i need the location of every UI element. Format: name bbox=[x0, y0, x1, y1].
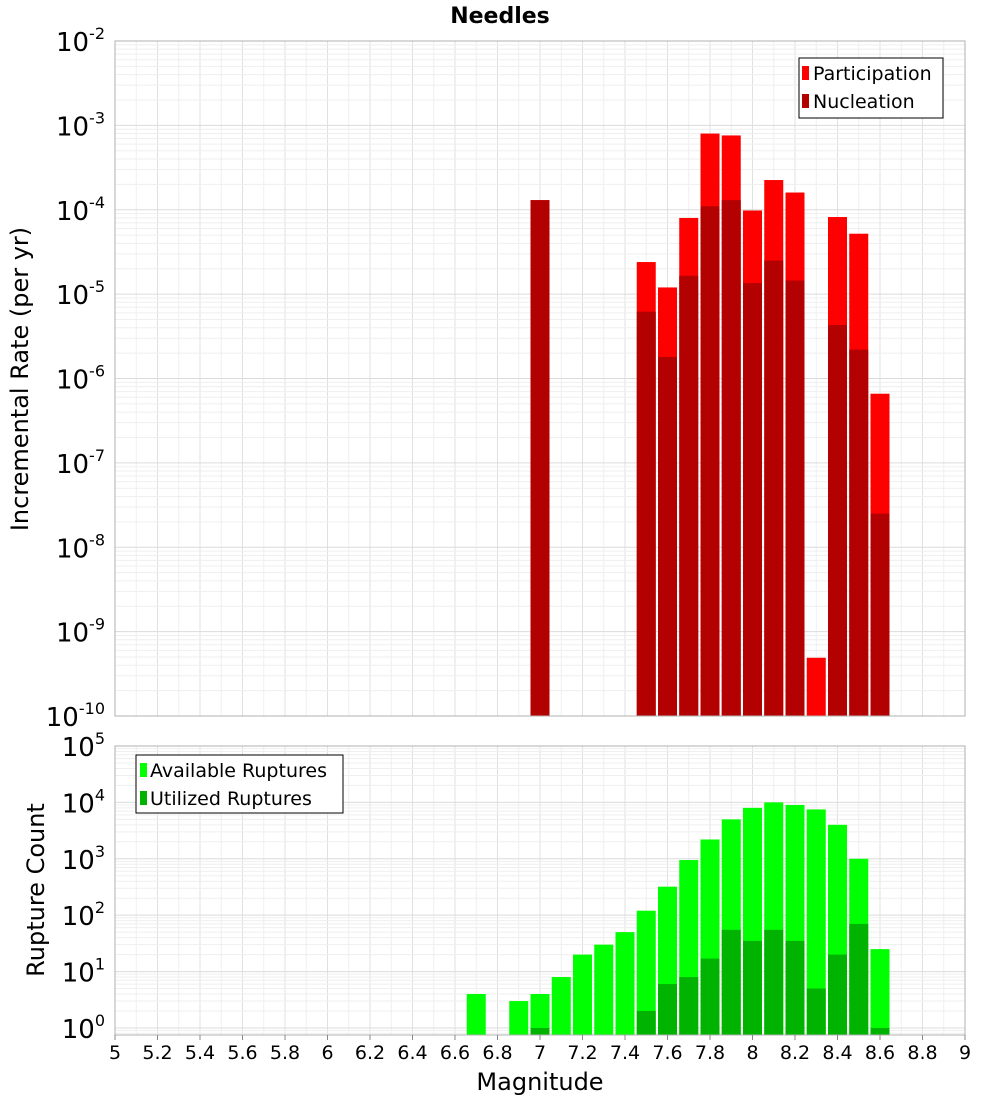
x-tick-label: 8 bbox=[746, 1042, 758, 1064]
y-tick-label: 10-4 bbox=[56, 193, 105, 227]
bottom-y-ticks: 105 104 103 102 101 100 bbox=[62, 729, 105, 1045]
top-panel-frame bbox=[114, 40, 966, 717]
x-tick-label: 6.8 bbox=[482, 1042, 512, 1064]
bottom-legend: Available Ruptures Utilized Ruptures bbox=[135, 754, 344, 814]
x-tick-label: 8.4 bbox=[822, 1042, 852, 1064]
bottom-bar-available-ruptures bbox=[806, 809, 826, 1035]
bottom-bar-available-ruptures bbox=[594, 944, 614, 1035]
x-tick-label: 7 bbox=[534, 1042, 546, 1064]
x-tick-label: 8.6 bbox=[865, 1042, 895, 1064]
x-tick-label: 6.2 bbox=[355, 1042, 385, 1064]
top-bar-nucleation bbox=[870, 513, 890, 716]
bottom-bar-available-ruptures bbox=[636, 910, 656, 1035]
y-tick-label: 104 bbox=[62, 785, 105, 819]
legend-swatch-available bbox=[140, 763, 147, 777]
top-bar-nucleation bbox=[828, 325, 847, 716]
bottom-bar-utilized-ruptures bbox=[721, 929, 741, 1035]
bottom-bar-utilized-ruptures bbox=[700, 958, 720, 1035]
top-bar-nucleation bbox=[658, 356, 677, 716]
x-tick-label: 5.2 bbox=[142, 1042, 172, 1064]
bottom-bar-utilized-ruptures bbox=[530, 1027, 550, 1035]
bottom-y-axis-label: Rupture Count bbox=[22, 803, 50, 977]
top-bar-nucleation bbox=[785, 280, 805, 716]
bottom-bar-available-ruptures bbox=[615, 932, 635, 1035]
x-tick-label: 5.6 bbox=[227, 1042, 257, 1064]
bottom-bar-utilized-ruptures bbox=[636, 1010, 656, 1035]
bottom-legend-box bbox=[135, 754, 344, 814]
y-tick-label: 105 bbox=[62, 729, 105, 763]
x-tick-label: 9 bbox=[959, 1042, 971, 1064]
top-bar-nucleation bbox=[743, 283, 762, 716]
legend-label-participation: Participation bbox=[813, 63, 932, 85]
bottom-panel-bars bbox=[466, 802, 890, 1035]
top-y-ticks: 10-2 10-3 10-4 10-5 10-6 10-7 10-8 10-9 10-10 bbox=[46, 24, 105, 733]
bottom-bar-available-ruptures bbox=[509, 1001, 529, 1035]
y-tick-label: 103 bbox=[62, 842, 105, 876]
x-tick-label: 7.4 bbox=[610, 1042, 640, 1064]
legend-label-nucleation: Nucleation bbox=[813, 91, 915, 113]
x-tick-label: 6.6 bbox=[440, 1042, 470, 1064]
x-tick-label: 6.4 bbox=[397, 1042, 427, 1064]
x-tick-label: 7.8 bbox=[695, 1042, 725, 1064]
x-tick-label: 5.8 bbox=[270, 1042, 300, 1064]
bottom-bar-utilized-ruptures bbox=[658, 984, 677, 1035]
bottom-bar-utilized-ruptures bbox=[828, 954, 847, 1035]
bottom-bar-available-ruptures bbox=[573, 954, 592, 1035]
top-y-axis-label: Incremental Rate (per yr) bbox=[6, 227, 34, 531]
y-tick-label: 10-3 bbox=[56, 108, 105, 142]
top-bar-nucleation bbox=[636, 311, 656, 716]
top-legend-box bbox=[798, 57, 944, 119]
legend-label-utilized: Utilized Ruptures bbox=[150, 788, 312, 810]
bottom-bar-available-ruptures bbox=[466, 994, 486, 1035]
top-bar-nucleation bbox=[530, 200, 550, 716]
top-panel-bars bbox=[530, 133, 890, 717]
legend-swatch-participation bbox=[802, 66, 809, 80]
top-legend: Participation Nucleation bbox=[798, 57, 944, 119]
x-tick-label: 8.2 bbox=[780, 1042, 810, 1064]
bottom-bar-utilized-ruptures bbox=[849, 923, 869, 1035]
legend-swatch-utilized bbox=[140, 791, 147, 805]
bottom-bar-utilized-ruptures bbox=[870, 1027, 890, 1035]
y-tick-label: 10-6 bbox=[56, 362, 105, 396]
bottom-bar-utilized-ruptures bbox=[679, 977, 699, 1035]
x-ticks: 5 5.2 5.4 5.6 5.8 6 6.2 6.4 6.6 6.8 7 7.2 7.4 7.6 7.8 8… bbox=[109, 1035, 971, 1064]
y-tick-label: 10-2 bbox=[56, 24, 105, 58]
y-tick-label: 101 bbox=[62, 955, 105, 989]
x-tick-label: 5.4 bbox=[185, 1042, 215, 1064]
x-tick-label: 8.8 bbox=[907, 1042, 937, 1064]
legend-label-available: Available Ruptures bbox=[150, 760, 327, 782]
x-tick-label: 7.2 bbox=[567, 1042, 597, 1064]
y-tick-label: 102 bbox=[62, 898, 105, 932]
x-axis-label: Magnitude bbox=[476, 1068, 603, 1096]
x-tick-label: 5 bbox=[109, 1042, 121, 1064]
bottom-bar-utilized-ruptures bbox=[806, 988, 826, 1035]
bottom-bar-utilized-ruptures bbox=[764, 929, 784, 1035]
top-bar-nucleation bbox=[700, 206, 720, 716]
y-tick-label: 10-7 bbox=[56, 446, 105, 480]
y-tick-label: 10-10 bbox=[46, 699, 105, 733]
top-bar-participation bbox=[806, 657, 826, 716]
top-bar-nucleation bbox=[764, 260, 784, 716]
bottom-bar-utilized-ruptures bbox=[785, 940, 805, 1035]
y-tick-label: 10-9 bbox=[56, 615, 105, 649]
x-tick-label: 6 bbox=[321, 1042, 333, 1064]
bottom-bar-available-ruptures bbox=[551, 977, 571, 1035]
x-tick-label: 7.6 bbox=[652, 1042, 682, 1064]
bottom-bar-available-ruptures bbox=[530, 994, 550, 1035]
top-bar-nucleation bbox=[849, 349, 869, 716]
legend-swatch-nucleation bbox=[802, 94, 809, 108]
top-bar-nucleation bbox=[679, 275, 699, 716]
bottom-bar-utilized-ruptures bbox=[743, 940, 762, 1035]
top-bar-nucleation bbox=[721, 200, 741, 716]
chart-title: Needles bbox=[450, 4, 550, 29]
y-tick-label: 10-5 bbox=[56, 277, 105, 311]
y-tick-label: 10-8 bbox=[56, 530, 105, 564]
y-tick-label: 100 bbox=[62, 1011, 105, 1045]
bottom-bar-available-ruptures bbox=[870, 949, 890, 1035]
